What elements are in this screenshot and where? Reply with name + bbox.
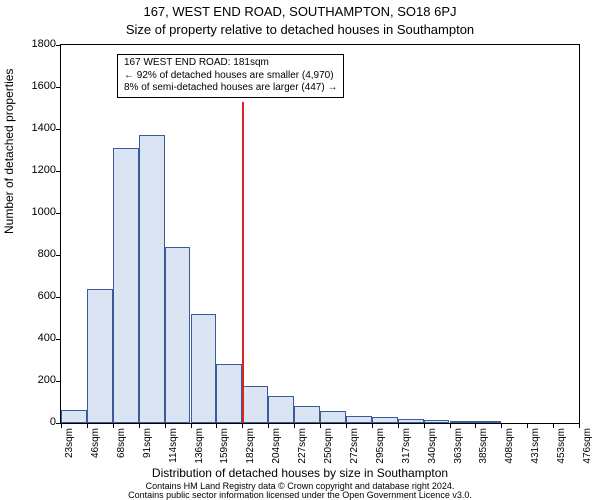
histogram-bar xyxy=(320,411,346,423)
x-tick-mark xyxy=(87,423,88,428)
x-tick-label: 227sqm xyxy=(297,428,308,464)
histogram-bar xyxy=(450,421,476,423)
y-tick-mark xyxy=(56,213,61,214)
x-tick-label: 363sqm xyxy=(453,428,464,464)
x-tick-mark xyxy=(165,423,166,428)
x-tick-label: 317sqm xyxy=(401,428,412,464)
chart-super-title: 167, WEST END ROAD, SOUTHAMPTON, SO18 6P… xyxy=(0,4,600,19)
x-tick-mark xyxy=(268,423,269,428)
annotation-box: 167 WEST END ROAD: 181sqm ← 92% of detac… xyxy=(117,54,344,98)
x-tick-label: 136sqm xyxy=(194,428,205,464)
histogram-bar xyxy=(191,314,217,423)
x-tick-mark xyxy=(475,423,476,428)
x-tick-mark xyxy=(424,423,425,428)
y-tick-mark xyxy=(56,45,61,46)
histogram-bar xyxy=(294,406,320,423)
x-tick-label: 250sqm xyxy=(323,428,334,464)
y-tick-mark xyxy=(56,171,61,172)
histogram-bar xyxy=(113,148,139,423)
histogram-bar xyxy=(242,386,268,423)
x-tick-mark xyxy=(372,423,373,428)
histogram-bar xyxy=(372,417,398,423)
y-tick-label: 1200 xyxy=(16,164,56,176)
chart-title: Size of property relative to detached ho… xyxy=(0,22,600,37)
x-tick-label: 91sqm xyxy=(142,428,153,458)
annotation-line-1: 167 WEST END ROAD: 181sqm xyxy=(124,57,337,70)
histogram-bar xyxy=(398,419,424,423)
x-tick-mark xyxy=(61,423,62,428)
y-tick-label: 1000 xyxy=(16,206,56,218)
x-tick-mark xyxy=(450,423,451,428)
y-tick-mark xyxy=(56,129,61,130)
x-tick-mark xyxy=(242,423,243,428)
x-tick-label: 453sqm xyxy=(556,428,567,464)
x-tick-label: 272sqm xyxy=(349,428,360,464)
x-tick-label: 431sqm xyxy=(530,428,541,464)
x-tick-label: 385sqm xyxy=(478,428,489,464)
x-tick-mark xyxy=(320,423,321,428)
x-tick-mark xyxy=(398,423,399,428)
x-tick-label: 68sqm xyxy=(116,428,127,458)
y-tick-label: 0 xyxy=(16,416,56,428)
y-tick-label: 800 xyxy=(16,248,56,260)
footer-line-2: Contains public sector information licen… xyxy=(128,490,472,500)
histogram-bar xyxy=(139,135,165,423)
x-tick-mark xyxy=(139,423,140,428)
x-tick-mark xyxy=(113,423,114,428)
subject-property-marker xyxy=(242,102,244,423)
plot-area: 167 WEST END ROAD: 181sqm ← 92% of detac… xyxy=(60,44,580,424)
y-tick-mark xyxy=(56,339,61,340)
y-axis-label: Number of detached properties xyxy=(2,69,16,234)
x-tick-mark xyxy=(216,423,217,428)
x-tick-label: 46sqm xyxy=(90,428,101,458)
histogram-bar xyxy=(216,364,242,423)
x-tick-mark xyxy=(346,423,347,428)
annotation-line-2: ← 92% of detached houses are smaller (4,… xyxy=(124,70,337,83)
histogram-bar xyxy=(87,289,113,423)
histogram-bar xyxy=(475,421,501,423)
y-tick-label: 200 xyxy=(16,374,56,386)
y-tick-mark xyxy=(56,255,61,256)
x-tick-label: 340sqm xyxy=(427,428,438,464)
y-tick-mark xyxy=(56,87,61,88)
histogram-bar xyxy=(165,247,191,423)
x-tick-label: 114sqm xyxy=(168,428,179,463)
y-tick-mark xyxy=(56,297,61,298)
x-tick-mark xyxy=(553,423,554,428)
y-tick-label: 1800 xyxy=(16,38,56,50)
y-tick-label: 1400 xyxy=(16,122,56,134)
x-tick-mark xyxy=(579,423,580,428)
x-tick-label: 182sqm xyxy=(245,428,256,464)
x-tick-mark xyxy=(527,423,528,428)
histogram-bar xyxy=(346,416,372,423)
x-axis-label: Distribution of detached houses by size … xyxy=(0,466,600,480)
footer-attribution: Contains HM Land Registry data © Crown c… xyxy=(0,482,600,500)
x-tick-mark xyxy=(294,423,295,428)
y-tick-label: 600 xyxy=(16,290,56,302)
x-tick-label: 204sqm xyxy=(271,428,282,464)
histogram-bar xyxy=(424,420,450,423)
y-tick-mark xyxy=(56,381,61,382)
x-tick-mark xyxy=(191,423,192,428)
x-tick-label: 295sqm xyxy=(375,428,386,464)
x-tick-label: 159sqm xyxy=(219,428,230,464)
x-tick-label: 23sqm xyxy=(64,428,75,458)
histogram-bar xyxy=(268,396,294,423)
x-tick-label: 408sqm xyxy=(504,428,515,464)
y-tick-label: 1600 xyxy=(16,80,56,92)
histogram-bar xyxy=(61,410,87,423)
annotation-line-3: 8% of semi-detached houses are larger (4… xyxy=(124,82,337,95)
x-tick-mark xyxy=(501,423,502,428)
y-tick-label: 400 xyxy=(16,332,56,344)
x-tick-label: 476sqm xyxy=(582,428,593,464)
